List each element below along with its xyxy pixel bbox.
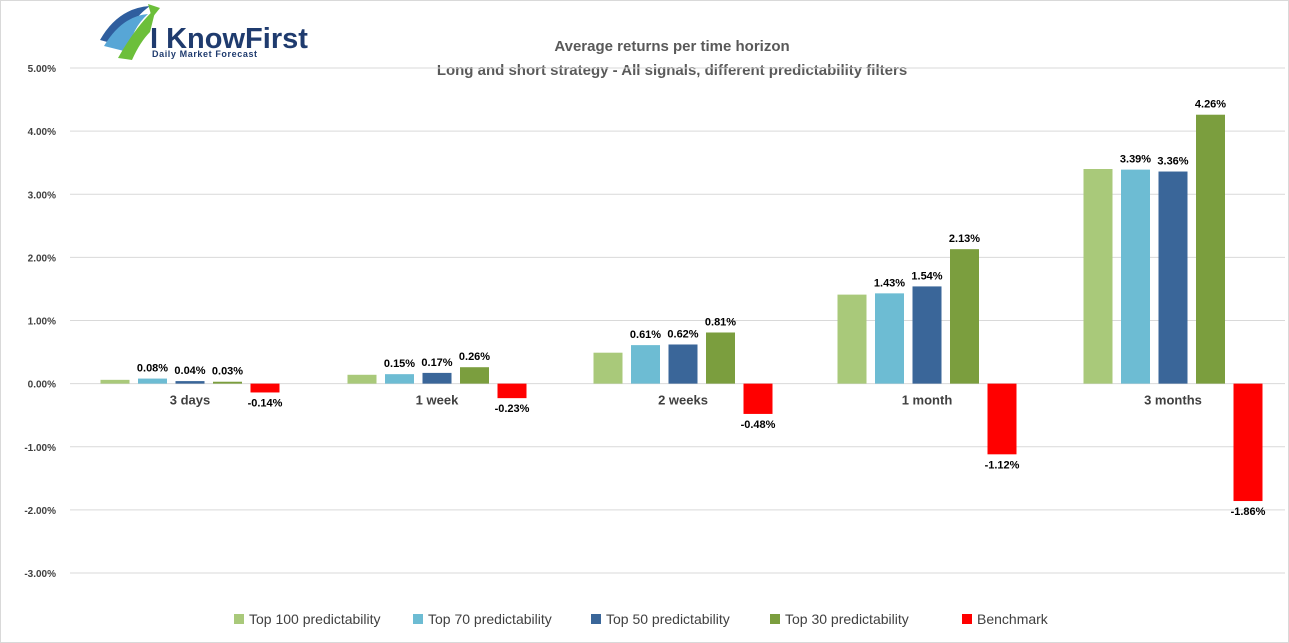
legend-swatch: [413, 614, 423, 624]
bar-top70: [385, 374, 414, 384]
gridlines: [70, 67, 1285, 574]
y-tick-label: 4.00%: [28, 127, 56, 138]
data-label: 0.08%: [137, 363, 168, 375]
legend-swatch: [962, 614, 972, 624]
legend: Top 100 predictability Top 70 predictabil…: [234, 611, 1049, 627]
bar-benchmark: [1233, 383, 1263, 502]
data-label: -1.12%: [985, 459, 1020, 471]
legend-item: Top 50 predictability: [591, 611, 730, 627]
bar-top100: [593, 352, 623, 384]
bar-top100: [347, 374, 377, 384]
legend-label: Top 30 predictability: [785, 611, 909, 627]
data-label: 0.61%: [630, 329, 661, 341]
bar-benchmark: [987, 383, 1017, 455]
data-label: 0.04%: [174, 365, 205, 377]
bar-top70: [875, 293, 904, 384]
data-label: 2.13%: [949, 233, 980, 245]
bar-top70: [138, 378, 167, 384]
logo-name: I KnowFirst: [150, 23, 308, 55]
bar-top50: [422, 372, 452, 384]
data-label: -1.86%: [1231, 506, 1266, 518]
bar-top70: [631, 345, 660, 384]
bar-top100: [837, 294, 867, 384]
bar-top70: [1121, 169, 1150, 384]
data-label: -0.48%: [741, 419, 776, 431]
category-label: 2 weeks: [658, 393, 708, 408]
chart-subtitle: Long and short strategy - All signals, d…: [437, 62, 907, 79]
data-labels: 0.08% 0.15% 0.61% 1.43% 3.39% 0.04% 0.17% 0.62%…: [137, 99, 1266, 518]
data-label: 0.81%: [705, 316, 736, 328]
legend-label: Top 70 predictability: [428, 611, 552, 627]
data-label: 1.54%: [911, 270, 942, 282]
category-label: 1 week: [416, 393, 459, 408]
y-axis-ticks: 5.00% 4.00% 3.00% 2.00% 1.00% 0.00% -1.00% -2.0…: [24, 64, 56, 580]
chart-title: Average returns per time horizon: [554, 38, 789, 55]
category-label: 1 month: [902, 393, 953, 408]
data-label: 4.26%: [1195, 99, 1226, 111]
bar-benchmark: [497, 383, 527, 399]
bar-top30: [706, 332, 735, 384]
legend-item: Top 70 predictability: [413, 611, 552, 627]
bar-top30: [213, 381, 242, 384]
logo-swoosh-icon: [100, 4, 160, 60]
y-tick-label: -3.00%: [24, 569, 56, 580]
data-label: 0.62%: [667, 328, 698, 340]
legend-item: Top 100 predictability: [234, 611, 381, 627]
y-tick-label: 1.00%: [28, 317, 56, 328]
y-tick-label: 3.00%: [28, 190, 56, 201]
data-label: 3.39%: [1120, 154, 1151, 166]
y-tick-label: -2.00%: [24, 506, 56, 517]
category-label: 3 months: [1144, 393, 1202, 408]
bar-benchmark: [250, 383, 280, 393]
bar-top100: [1083, 169, 1113, 384]
category-label: 3 days: [170, 393, 210, 408]
legend-swatch: [234, 614, 244, 624]
data-label: 1.43%: [874, 277, 905, 289]
data-label: 0.03%: [212, 366, 243, 378]
bar-top100: [100, 379, 130, 384]
logo-tagline: Daily Market Forecast: [152, 49, 258, 59]
bar-top50: [1158, 171, 1188, 384]
data-label: 3.36%: [1157, 156, 1188, 168]
bar-top30: [950, 249, 979, 384]
bar-top30: [460, 367, 489, 384]
bar-top50: [175, 381, 205, 384]
bars: [100, 114, 1263, 502]
y-tick-label: 2.00%: [28, 253, 56, 264]
y-tick-label: 0.00%: [28, 380, 56, 391]
data-label: 0.15%: [384, 358, 415, 370]
data-label: 0.26%: [459, 351, 490, 363]
bar-top30: [1196, 114, 1225, 384]
bar-top50: [668, 344, 698, 384]
data-label: -0.14%: [248, 397, 283, 409]
legend-item: Top 30 predictability: [770, 611, 909, 627]
data-label: 0.17%: [421, 357, 452, 369]
legend-swatch: [770, 614, 780, 624]
bar-benchmark: [743, 383, 773, 414]
legend-swatch: [591, 614, 601, 624]
y-tick-label: -1.00%: [24, 443, 56, 454]
i-know-first-logo: I KnowFirst Daily Market Forecast: [100, 4, 308, 60]
legend-label: Top 100 predictability: [249, 611, 381, 627]
bar-top50: [912, 286, 942, 384]
category-labels: 3 days 1 week 2 weeks 1 month 3 months: [170, 393, 1202, 408]
legend-item: Benchmark: [962, 611, 1049, 627]
legend-label: Top 50 predictability: [606, 611, 730, 627]
y-tick-label: 5.00%: [28, 64, 56, 75]
data-label: -0.23%: [495, 403, 530, 415]
legend-label: Benchmark: [977, 611, 1049, 627]
